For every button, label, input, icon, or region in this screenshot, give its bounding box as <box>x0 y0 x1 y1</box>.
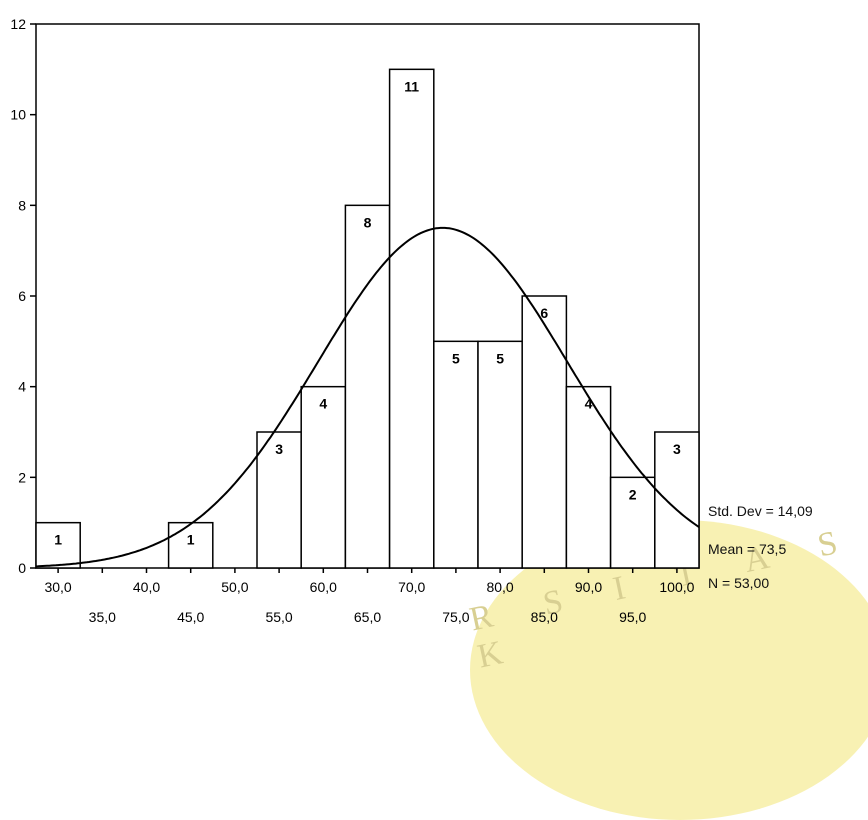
bar-label: 4 <box>585 396 593 412</box>
x-tick-label: 65,0 <box>354 609 381 625</box>
histogram-bar <box>388 68 435 569</box>
x-tick-label: 90,0 <box>575 579 602 595</box>
x-tick-label: 50,0 <box>221 579 248 595</box>
y-tick-label: 4 <box>18 379 26 395</box>
histogram-bar <box>433 340 479 569</box>
y-tick-label: 10 <box>10 107 26 123</box>
y-tick-label: 8 <box>18 197 26 213</box>
x-tick-label: 95,0 <box>619 609 646 625</box>
bar-label: 2 <box>629 486 637 502</box>
bar-label: 8 <box>364 214 372 230</box>
x-tick-label: 35,0 <box>89 609 116 625</box>
bar-label: 3 <box>673 441 681 457</box>
bar-label: 5 <box>452 350 460 366</box>
bar-label: 6 <box>540 305 548 321</box>
y-tick-label: 2 <box>18 469 26 485</box>
histogram-bar <box>300 385 347 569</box>
x-tick-label: 40,0 <box>133 579 160 595</box>
bar-label: 1 <box>54 532 62 548</box>
std-dev-label: Std. Dev = 14,09 <box>708 503 813 519</box>
x-tick-label: 30,0 <box>44 579 71 595</box>
x-tick-label: 100,0 <box>659 579 694 595</box>
bar-label: 1 <box>187 532 195 548</box>
bar-label: 11 <box>404 78 419 94</box>
n-label: N = 53,00 <box>708 575 770 591</box>
histogram-bar <box>35 521 81 569</box>
y-tick-label: 6 <box>18 288 26 304</box>
x-tick-label: 80,0 <box>486 579 513 595</box>
x-tick-label: 70,0 <box>398 579 425 595</box>
normal-curve <box>35 226 700 568</box>
y-tick-label: 0 <box>18 560 26 576</box>
bar-label: 5 <box>496 350 504 366</box>
bar-label: 3 <box>275 441 283 457</box>
histogram-bar <box>344 204 391 569</box>
histogram-bar <box>477 340 523 569</box>
y-axis: 0 2 4 6 8 10 12 <box>10 16 36 576</box>
x-tick-label: 60,0 <box>310 579 337 595</box>
histogram-bar <box>654 431 700 569</box>
y-tick-label: 12 <box>10 16 26 32</box>
x-tick-label: 75,0 <box>442 609 469 625</box>
x-tick-label: 45,0 <box>177 609 204 625</box>
x-tick-label: 55,0 <box>265 609 292 625</box>
x-axis: 30,0 40,0 50,0 60,0 70,0 80,0 90,0 100,0 35,0 45,… <box>44 568 695 625</box>
mean-label: Mean = 73,5 <box>708 541 787 557</box>
x-tick-label: 85,0 <box>531 609 558 625</box>
bar-label: 4 <box>319 396 327 412</box>
bars <box>35 68 700 569</box>
histogram-bar <box>256 431 302 569</box>
histogram-bar <box>565 385 612 569</box>
histogram-bar <box>609 476 656 569</box>
histogram-bar <box>167 521 214 569</box>
histogram-bar <box>521 295 568 569</box>
